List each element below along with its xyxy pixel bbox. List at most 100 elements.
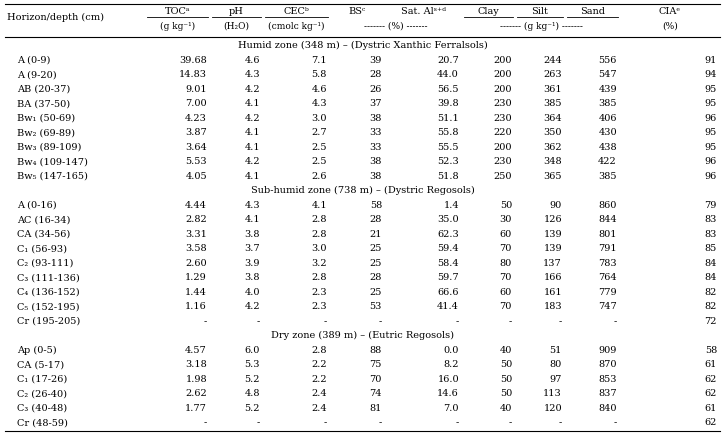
Text: 25: 25 xyxy=(370,259,382,268)
Text: 747: 747 xyxy=(598,302,617,311)
Text: -: - xyxy=(456,317,459,326)
Text: 361: 361 xyxy=(543,85,562,94)
Text: 4.3: 4.3 xyxy=(244,201,260,210)
Text: C₂ (93-111): C₂ (93-111) xyxy=(17,259,73,268)
Text: 33: 33 xyxy=(370,143,382,152)
Text: 3.31: 3.31 xyxy=(185,230,207,238)
Text: CIAᵉ: CIAᵉ xyxy=(659,7,681,17)
Text: 3.64: 3.64 xyxy=(186,143,207,152)
Text: 5.3: 5.3 xyxy=(244,360,260,369)
Text: ------- (%) -------: ------- (%) ------- xyxy=(364,21,428,31)
Text: 74: 74 xyxy=(370,389,382,398)
Text: 37: 37 xyxy=(370,99,382,108)
Text: 4.2: 4.2 xyxy=(244,114,260,123)
Text: 53: 53 xyxy=(370,302,382,311)
Text: 364: 364 xyxy=(543,114,562,123)
Text: C₁ (17-26): C₁ (17-26) xyxy=(17,375,67,384)
Text: 81: 81 xyxy=(370,404,382,413)
Text: 3.8: 3.8 xyxy=(244,230,260,238)
Text: -: - xyxy=(378,317,382,326)
Text: 3.9: 3.9 xyxy=(244,259,260,268)
Text: 96: 96 xyxy=(705,157,717,166)
Text: (%): (%) xyxy=(662,21,678,31)
Text: 126: 126 xyxy=(543,215,562,224)
Text: 58: 58 xyxy=(705,346,717,355)
Text: 244: 244 xyxy=(543,56,562,65)
Text: Bw₅ (147-165): Bw₅ (147-165) xyxy=(17,172,88,181)
Text: CA (5-17): CA (5-17) xyxy=(17,360,64,369)
Text: 38: 38 xyxy=(370,114,382,123)
Text: C₃ (40-48): C₃ (40-48) xyxy=(17,404,67,413)
Text: 62: 62 xyxy=(705,418,717,427)
Text: 5.53: 5.53 xyxy=(186,157,207,166)
Text: 56.5: 56.5 xyxy=(437,85,459,94)
Text: 16.0: 16.0 xyxy=(437,375,459,384)
Text: 14.83: 14.83 xyxy=(179,70,207,79)
Text: 59.7: 59.7 xyxy=(437,273,459,282)
Text: 39.68: 39.68 xyxy=(179,56,207,65)
Text: 230: 230 xyxy=(494,157,512,166)
Text: 2.62: 2.62 xyxy=(186,389,207,398)
Text: 4.1: 4.1 xyxy=(244,215,260,224)
Text: CECᵇ: CECᵇ xyxy=(283,7,310,17)
Text: 844: 844 xyxy=(598,215,617,224)
Text: 1.77: 1.77 xyxy=(185,404,207,413)
Text: 40: 40 xyxy=(500,346,512,355)
Text: 4.05: 4.05 xyxy=(186,172,207,181)
Text: 1.98: 1.98 xyxy=(186,375,207,384)
Text: 3.18: 3.18 xyxy=(186,360,207,369)
Text: 7.0: 7.0 xyxy=(444,404,459,413)
Text: 41.4: 41.4 xyxy=(437,302,459,311)
Text: 4.8: 4.8 xyxy=(244,389,260,398)
Text: 79: 79 xyxy=(705,201,717,210)
Text: 1.29: 1.29 xyxy=(186,273,207,282)
Text: 139: 139 xyxy=(543,230,562,238)
Text: 1.4: 1.4 xyxy=(444,201,459,210)
Text: 870: 870 xyxy=(599,360,617,369)
Text: TOCᵃ: TOCᵃ xyxy=(165,7,190,17)
Text: 263: 263 xyxy=(543,70,562,79)
Text: 200: 200 xyxy=(494,143,512,152)
Text: C₅ (152-195): C₅ (152-195) xyxy=(17,302,80,311)
Text: -: - xyxy=(614,418,617,427)
Text: 3.2: 3.2 xyxy=(311,259,327,268)
Text: 1.16: 1.16 xyxy=(186,302,207,311)
Text: Ap (0-5): Ap (0-5) xyxy=(17,346,57,355)
Text: 25: 25 xyxy=(370,288,382,297)
Text: 60: 60 xyxy=(500,288,512,297)
Text: 26: 26 xyxy=(370,85,382,94)
Text: 166: 166 xyxy=(544,273,562,282)
Text: -: - xyxy=(257,317,260,326)
Text: Horizon/depth (cm): Horizon/depth (cm) xyxy=(7,13,104,21)
Text: 90: 90 xyxy=(550,201,562,210)
Text: 137: 137 xyxy=(543,259,562,268)
Text: 58: 58 xyxy=(370,201,382,210)
Text: -: - xyxy=(509,418,512,427)
Text: 62: 62 xyxy=(705,375,717,384)
Text: CA (34-56): CA (34-56) xyxy=(17,230,70,238)
Text: 62.3: 62.3 xyxy=(437,230,459,238)
Text: 28: 28 xyxy=(370,70,382,79)
Text: AC (16-34): AC (16-34) xyxy=(17,215,70,224)
Text: 50: 50 xyxy=(500,201,512,210)
Text: 95: 95 xyxy=(705,99,717,108)
Text: 2.4: 2.4 xyxy=(311,389,327,398)
Text: -: - xyxy=(559,418,562,427)
Text: 30: 30 xyxy=(500,215,512,224)
Text: 55.8: 55.8 xyxy=(437,128,459,137)
Text: 4.1: 4.1 xyxy=(244,143,260,152)
Text: 4.2: 4.2 xyxy=(244,85,260,94)
Text: 60: 60 xyxy=(500,230,512,238)
Text: 51.1: 51.1 xyxy=(437,114,459,123)
Text: 70: 70 xyxy=(500,302,512,311)
Text: 9.01: 9.01 xyxy=(186,85,207,94)
Text: 2.2: 2.2 xyxy=(311,360,327,369)
Text: 4.23: 4.23 xyxy=(185,114,207,123)
Text: Sat. Alˢ⁺ᵈ: Sat. Alˢ⁺ᵈ xyxy=(401,7,446,17)
Text: 39.8: 39.8 xyxy=(437,99,459,108)
Text: 200: 200 xyxy=(494,85,512,94)
Text: 3.0: 3.0 xyxy=(312,114,327,123)
Text: 80: 80 xyxy=(500,259,512,268)
Text: 3.7: 3.7 xyxy=(244,244,260,253)
Text: -: - xyxy=(378,418,382,427)
